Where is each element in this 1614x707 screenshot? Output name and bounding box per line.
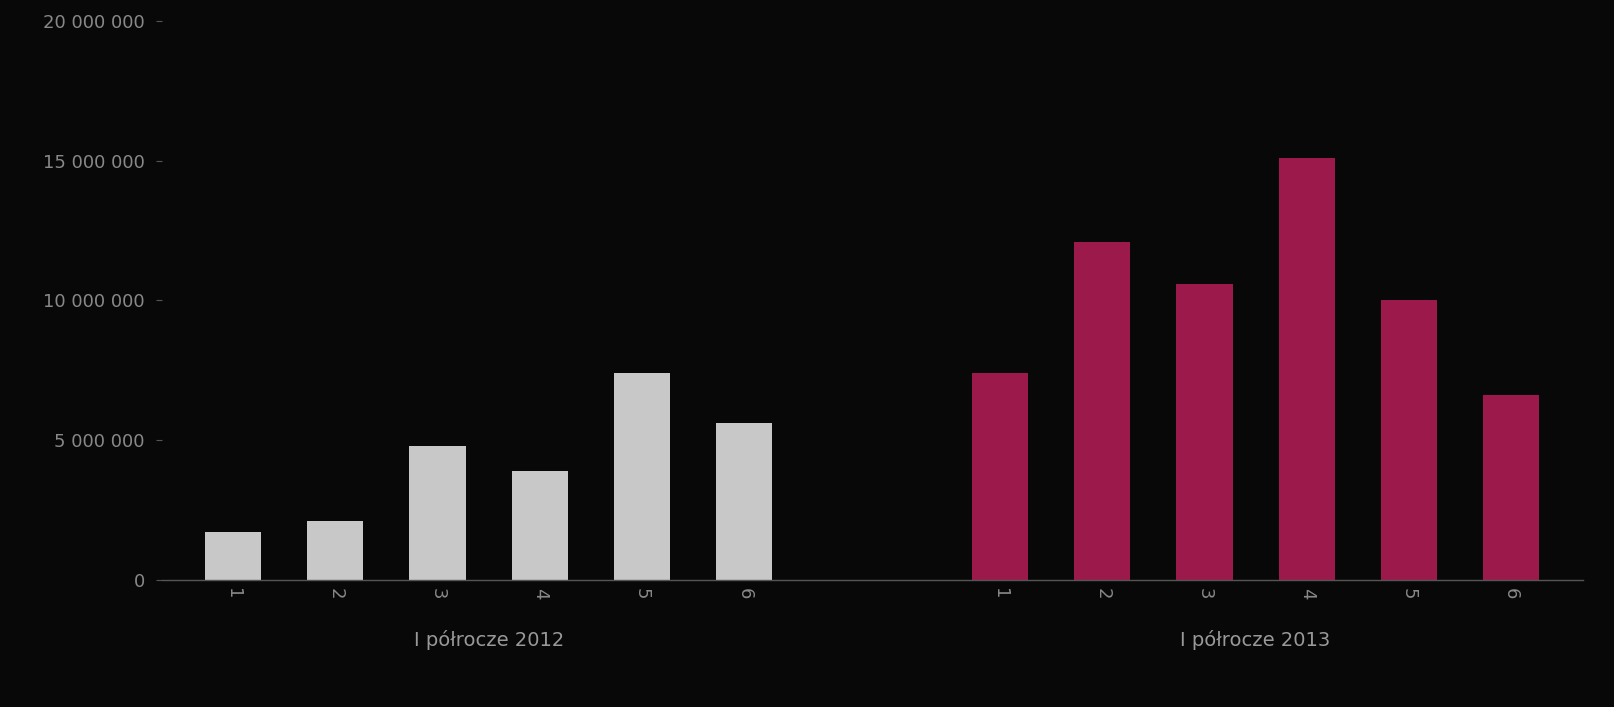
Bar — [410, 445, 465, 580]
Bar — [613, 373, 670, 580]
Bar — [205, 532, 261, 580]
Bar — [1175, 284, 1231, 580]
Bar — [1380, 300, 1436, 580]
Bar — [1482, 395, 1538, 580]
Text: I półrocze 2012: I półrocze 2012 — [413, 630, 563, 650]
Bar — [307, 521, 363, 580]
Bar — [1073, 242, 1130, 580]
Bar — [512, 471, 568, 580]
Bar — [972, 373, 1028, 580]
Bar — [715, 423, 771, 580]
Text: I półrocze 2013: I półrocze 2013 — [1180, 630, 1330, 650]
Bar — [1278, 158, 1333, 580]
